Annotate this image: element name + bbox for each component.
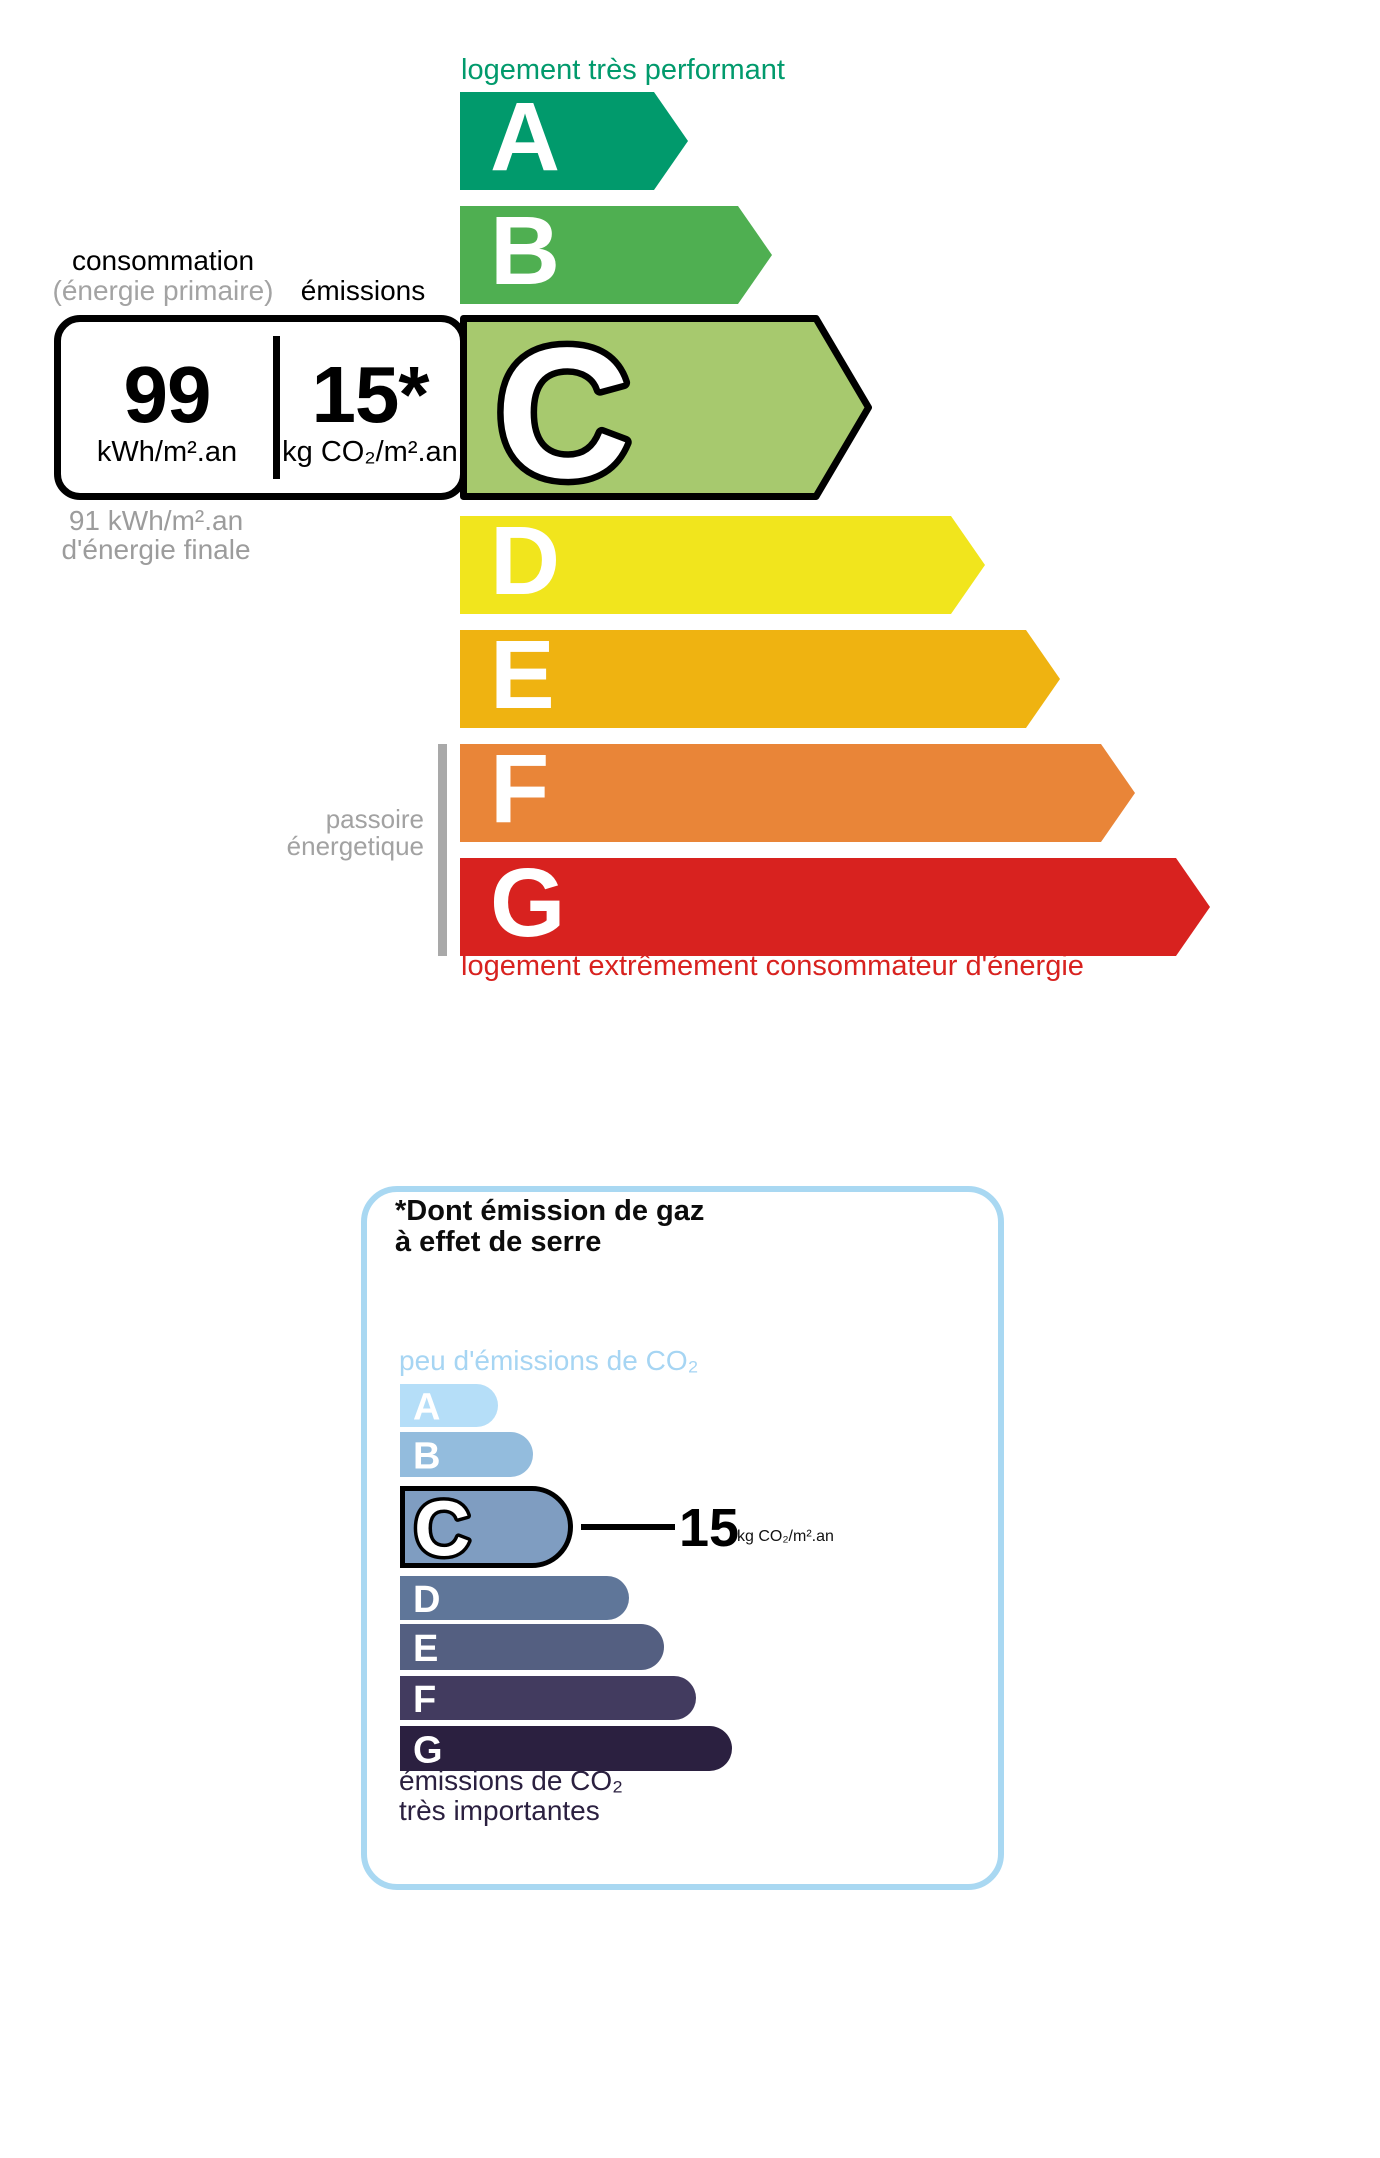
co2-bar-F: F (400, 1676, 696, 1721)
co2-emissions-cell: 15* kg CO₂/m².an (280, 322, 460, 493)
energy-sieve-bar (438, 744, 447, 956)
final-energy-line1: 91 kWh/m².an (68, 505, 244, 536)
co2-bar-shape-E (400, 1624, 664, 1670)
energy-class-letter-E: E (490, 620, 555, 729)
energy-arrow-shape-D (460, 516, 985, 614)
energy-class-letter-G: G (490, 848, 565, 957)
co2-bar-shape-C (400, 1486, 573, 1568)
energy-class-letter-D: D (490, 506, 560, 615)
emissions-header: émissions (300, 275, 426, 306)
co2-bar-A: A (400, 1384, 498, 1429)
sieve-label-line1: passoire (325, 804, 424, 834)
co2-bar-shape-F (400, 1676, 696, 1720)
co2-panel-value: 15 (679, 1498, 740, 1558)
co2-high-label-line2: très importantes (399, 1795, 600, 1826)
energy-class-letter-B: B (490, 196, 560, 305)
energy-arrow-shape-A (460, 92, 688, 190)
energy-arrow-E: E (460, 620, 1060, 729)
final-energy-note: 91 kWh/m².an d'énergie finale (30, 506, 282, 564)
energy-arrow-D: D (460, 506, 985, 615)
co2-bar-shape-D (400, 1576, 629, 1620)
final-energy-line2: d'énergie finale (61, 534, 251, 565)
co2-panel-title-line2: à effet de serre (395, 1226, 602, 1258)
energy-arrow-F: F (460, 734, 1135, 843)
energy-arrow-shape-E (460, 630, 1060, 728)
energy-arrow-shape-B (460, 206, 772, 304)
co2-high-label: émissions de CO₂ très importantes (399, 1766, 699, 1826)
energy-arrow-B: B (460, 196, 772, 305)
co2-bar-shape-A (400, 1384, 498, 1427)
energy-class-letter-A: A (490, 82, 560, 191)
co2-bar-C: C (400, 1481, 573, 1576)
consumption-header: consommation (71, 245, 255, 276)
primary-energy-value: 99 (123, 349, 212, 439)
top-performant-label: logement très performant (461, 54, 785, 86)
energy-arrow-shape-G (460, 858, 1210, 956)
consumption-subheader: (énergie primaire) (52, 275, 274, 306)
co2-value-connector-line (581, 1524, 675, 1530)
co2-emissions-value: 15* (311, 349, 429, 439)
co2-class-letter-F: F (413, 1679, 436, 1721)
energy-arrow-G: G (460, 848, 1210, 957)
sieve-label-line2: énergetique (286, 831, 424, 861)
co2-bar-shape-B (400, 1432, 533, 1477)
value-box-divider (273, 336, 280, 479)
co2-class-letter-G: G (413, 1730, 443, 1772)
co2-bar-G: G (400, 1726, 732, 1772)
energy-class-letter-C: C (496, 310, 630, 517)
co2-emissions-unit: kg CO₂/m².an (282, 435, 458, 468)
co2-panel-title: *Dont émission de gaz à effet de serre (395, 1196, 875, 1258)
co2-bar-D: D (400, 1576, 629, 1621)
co2-class-letter-D: D (413, 1579, 440, 1621)
energy-arrow-shape-F (460, 744, 1135, 842)
co2-high-label-line1: émissions de CO₂ (399, 1765, 624, 1796)
primary-energy-unit: kWh/m².an (96, 435, 238, 468)
co2-class-letter-B: B (413, 1436, 440, 1478)
co2-bar-shape-G (400, 1726, 732, 1771)
co2-class-letter-A: A (413, 1387, 440, 1429)
co2-panel-unit: kg CO₂/m².an (737, 1528, 834, 1545)
co2-bar-B: B (400, 1432, 533, 1478)
co2-bar-E: E (400, 1624, 664, 1670)
energy-sieve-label: passoire énergetique (220, 806, 424, 860)
consumption-value-box: 99 kWh/m².an 15* kg CO₂/m².an (54, 315, 467, 500)
primary-energy-cell: 99 kWh/m².an (61, 322, 273, 493)
energy-arrow-C: C (460, 304, 872, 524)
co2-panel-title-line1: *Dont émission de gaz (395, 1195, 705, 1227)
energy-arrow-A: A (460, 82, 688, 191)
co2-class-letter-E: E (413, 1628, 438, 1670)
co2-low-label: peu d'émissions de CO₂ (399, 1345, 699, 1376)
co2-class-letter-C: C (414, 1484, 470, 1572)
energy-class-letter-F: F (490, 734, 549, 843)
top-consumer-label: logement extrêmement consommateur d'éner… (461, 950, 1084, 982)
energy-arrow-shape-C (460, 315, 872, 500)
